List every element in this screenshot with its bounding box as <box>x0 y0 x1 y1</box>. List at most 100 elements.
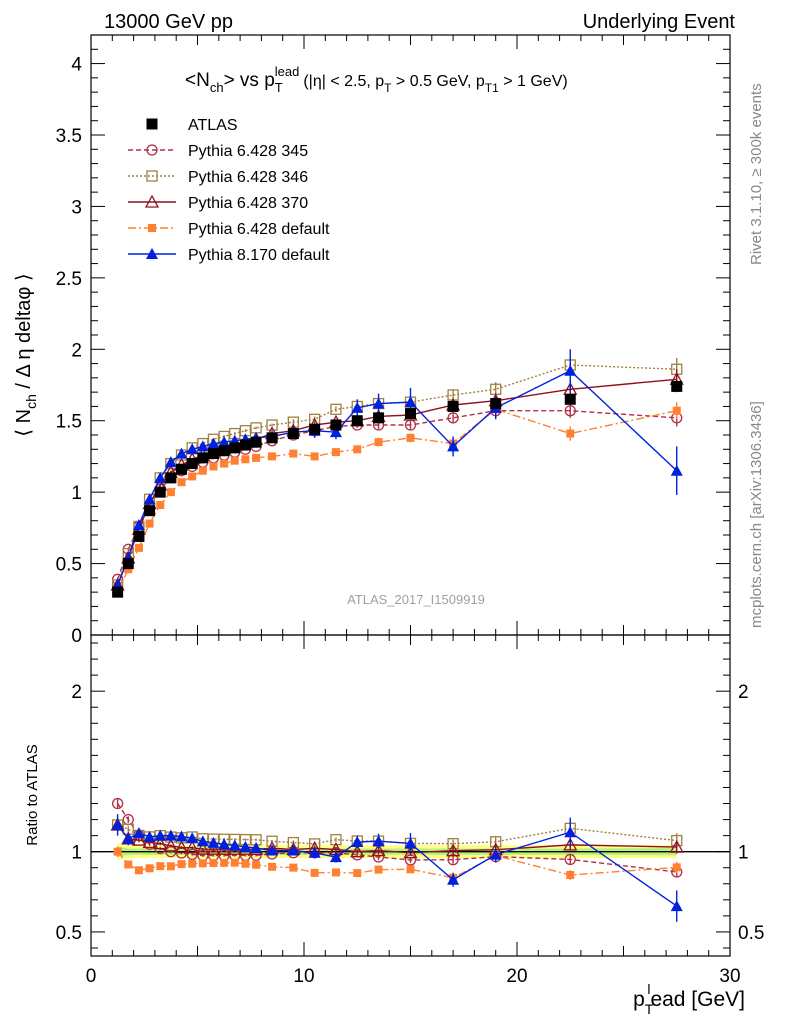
data-point <box>228 839 241 851</box>
ratio-series-p8def <box>111 814 683 922</box>
top-panel-series <box>110 349 684 598</box>
data-point <box>563 837 578 851</box>
data-point <box>209 859 218 868</box>
data-point <box>266 844 279 856</box>
ratio-y-tick-label: 1 <box>71 843 82 864</box>
analysis-watermark: ATLAS_2017_I1509919 <box>347 592 485 607</box>
data-point <box>564 393 576 405</box>
data-point <box>218 445 230 457</box>
ratio-panel-frame <box>90 634 731 957</box>
data-point <box>133 530 145 542</box>
data-point <box>166 862 175 871</box>
data-point <box>239 840 252 852</box>
data-point <box>351 415 363 427</box>
data-point <box>154 471 167 483</box>
legend-marker <box>146 144 158 156</box>
data-point <box>186 443 199 455</box>
data-point <box>564 405 576 417</box>
data-point <box>268 862 277 871</box>
chart-title: <Nch> vs pTlead(|η| < 2.5, pT > 0.5 GeV,… <box>185 64 568 95</box>
legend-marker <box>146 118 158 130</box>
x-tick-label: 10 <box>293 966 314 987</box>
data-point <box>268 452 277 461</box>
data-point <box>670 900 683 912</box>
data-point <box>406 865 415 874</box>
x-tick-label: 20 <box>506 966 527 987</box>
data-point <box>564 826 577 838</box>
header-right: Underlying Event <box>583 11 736 33</box>
data-point <box>111 818 124 830</box>
data-point <box>185 840 200 854</box>
data-point <box>330 403 342 415</box>
data-point <box>154 829 167 841</box>
data-point <box>186 458 198 470</box>
legend-marker <box>146 248 158 259</box>
data-point <box>373 412 385 424</box>
data-point <box>406 433 415 442</box>
data-point <box>310 452 319 461</box>
data-point <box>446 843 461 857</box>
data-point <box>153 836 168 850</box>
data-point <box>252 860 261 869</box>
data-point <box>188 859 197 868</box>
legend-marker <box>146 170 158 182</box>
data-point <box>218 838 231 850</box>
data-point <box>111 797 124 810</box>
data-point <box>672 406 681 415</box>
legend-entry-p370: Pythia 6.428 370 <box>128 194 308 212</box>
data-point <box>196 440 209 452</box>
data-point <box>287 844 300 856</box>
x-tick-label: 0 <box>86 966 97 987</box>
data-point <box>351 836 364 848</box>
axes: 0 10 20 30 0 0.5 1 1.5 2 2.5 3 3.5 4 0.5 0.5 1 1 2 2 <box>56 34 764 987</box>
data-point <box>564 364 577 376</box>
data-point <box>122 558 134 570</box>
series-p345 <box>111 403 683 585</box>
x-tick-label: 30 <box>719 966 740 987</box>
data-point <box>124 565 133 574</box>
data-point <box>329 851 342 863</box>
data-point <box>241 859 250 868</box>
data-point <box>374 865 383 874</box>
y-axis-label-top: ⟨ Nch / Δ η deltaφ ⟩ <box>13 273 39 436</box>
data-point <box>490 398 502 410</box>
series-line <box>116 378 677 586</box>
data-point <box>447 854 459 866</box>
header-left: 13000 GeV pp <box>104 11 233 33</box>
data-point <box>289 449 298 458</box>
y-tick-label: 4 <box>71 55 82 76</box>
data-point <box>145 519 154 528</box>
top-panel-frame <box>90 34 731 636</box>
data-point <box>188 472 197 481</box>
data-point <box>241 455 250 464</box>
legend-entry-p346: Pythia 6.428 346 <box>128 169 308 186</box>
data-point <box>176 463 188 475</box>
ratio-panel-series <box>110 797 684 922</box>
data-point <box>124 860 133 869</box>
series-line <box>116 369 678 586</box>
data-point <box>207 836 220 848</box>
data-point <box>447 412 459 424</box>
data-point <box>230 858 239 867</box>
legend-entry-p345: Pythia 6.428 345 <box>128 143 308 160</box>
data-point <box>113 847 122 856</box>
data-point <box>209 462 218 471</box>
data-point <box>239 439 251 451</box>
data-point <box>489 848 502 860</box>
data-point <box>196 835 209 847</box>
y-tick-label: 1 <box>71 483 82 504</box>
data-point <box>447 873 460 885</box>
data-point <box>134 543 143 552</box>
data-point <box>372 397 385 409</box>
data-point <box>447 440 460 452</box>
data-point <box>218 436 231 448</box>
y-tick-label: 3 <box>71 197 82 218</box>
data-point <box>207 448 219 460</box>
legend-label: Pythia 8.170 default <box>188 247 330 264</box>
ratio-y-tick-label-right: 1 <box>738 843 749 864</box>
data-point <box>566 429 575 438</box>
y-tick-label: 1.5 <box>56 412 82 433</box>
data-point <box>198 466 207 475</box>
data-point <box>371 843 386 857</box>
data-point <box>166 488 175 497</box>
